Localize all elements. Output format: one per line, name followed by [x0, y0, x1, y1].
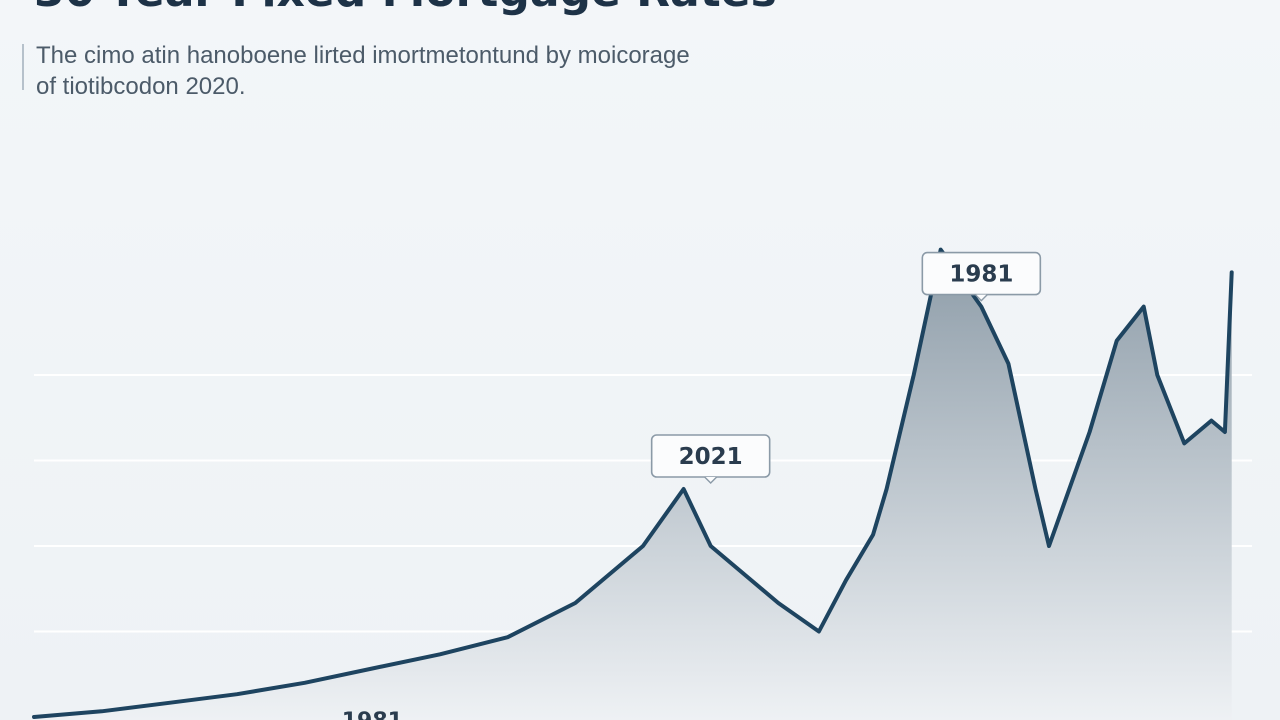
annotations: 2021 1981 1981: [342, 251, 1042, 720]
callout-label: 1981: [949, 262, 1013, 288]
callout-1981: 1981: [921, 251, 1042, 302]
callout-pointer: [974, 294, 988, 302]
callout-label: 2021: [679, 444, 743, 470]
chart-subtitle: The cimo atin hanoboene lirted imortmeto…: [36, 42, 690, 100]
chart-title: 30-Year Fixed Mortgage Rates: [34, 0, 777, 17]
area-fill: [34, 249, 1232, 720]
callout-pointer: [704, 476, 718, 484]
series-line: [32, 247, 1234, 719]
callout-2021: 2021: [650, 434, 771, 484]
subtitle-rule: [22, 44, 24, 90]
x-axis-label: 1981: [342, 709, 403, 720]
